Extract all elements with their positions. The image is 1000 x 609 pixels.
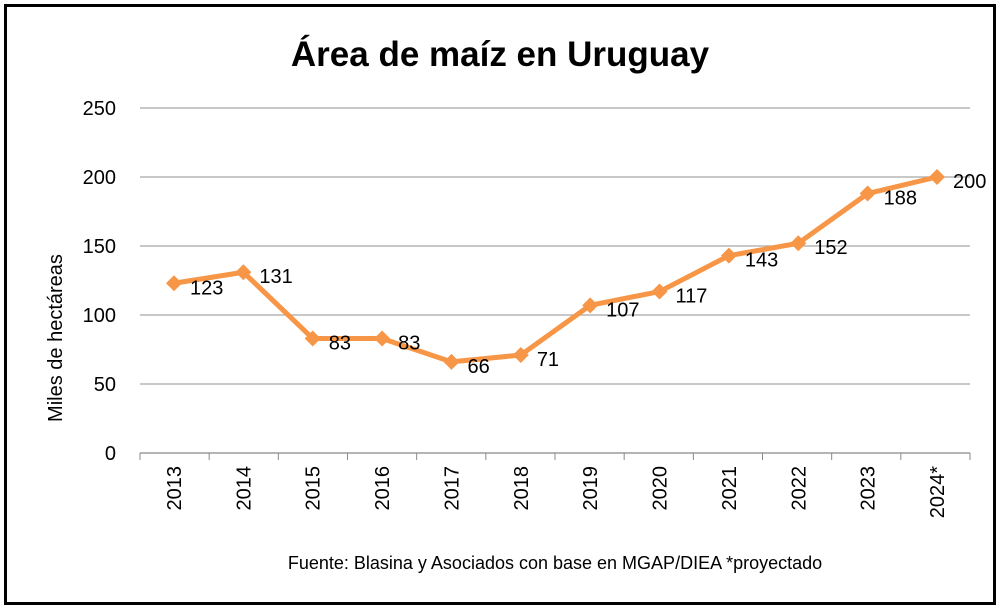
y-axis-title: Miles de hectáreas <box>45 254 67 422</box>
data-point <box>166 275 182 292</box>
data-point <box>304 330 321 347</box>
data-label: 188 <box>884 188 917 210</box>
x-tick-label: 2016 <box>372 466 394 511</box>
x-tick-label: 2023 <box>858 466 880 511</box>
data-point <box>929 169 945 185</box>
y-tick-label: 100 <box>83 305 116 327</box>
footnote: Fuente: Blasina y Asociados con base en … <box>288 553 822 573</box>
y-tick-label: 250 <box>83 98 116 120</box>
x-tick-label: 2022 <box>788 466 810 511</box>
data-point <box>512 347 529 364</box>
x-tick-label: 2019 <box>580 466 602 511</box>
data-label: 107 <box>606 299 639 321</box>
data-point <box>859 185 876 202</box>
data-point <box>443 353 460 370</box>
x-tick-label: 2015 <box>303 466 325 511</box>
data-label: 83 <box>329 332 351 354</box>
chart-frame <box>4 4 996 605</box>
data-point <box>790 235 807 252</box>
chart-title: Área de maíz en Uruguay <box>291 34 710 74</box>
x-tick-label: 2014 <box>233 466 255 511</box>
data-label: 200 <box>953 171 986 193</box>
data-point <box>374 330 391 347</box>
series-line <box>173 174 938 365</box>
data-label: 131 <box>259 266 292 288</box>
x-tick-label: 2017 <box>441 466 463 511</box>
data-label: 152 <box>814 237 847 259</box>
data-point <box>235 264 252 281</box>
y-tick-label: 50 <box>94 374 116 396</box>
x-tick-label: 2020 <box>650 466 672 511</box>
y-tick-label: 200 <box>83 167 116 189</box>
y-tick-label: 0 <box>105 443 116 465</box>
x-tick-label: 2024* <box>927 466 949 518</box>
data-point <box>582 297 599 314</box>
data-label: 143 <box>745 250 778 272</box>
data-point <box>720 247 737 264</box>
x-tick-label: 2013 <box>164 466 186 511</box>
x-tick-label: 2018 <box>511 466 533 511</box>
data-label: 66 <box>467 356 489 378</box>
x-tick-label: 2021 <box>719 466 741 511</box>
data-point <box>651 283 668 300</box>
data-label: 117 <box>676 286 708 308</box>
data-label: 71 <box>537 349 559 371</box>
data-label: 123 <box>190 277 223 299</box>
y-tick-label: 150 <box>83 236 116 258</box>
data-label: 83 <box>398 332 420 354</box>
